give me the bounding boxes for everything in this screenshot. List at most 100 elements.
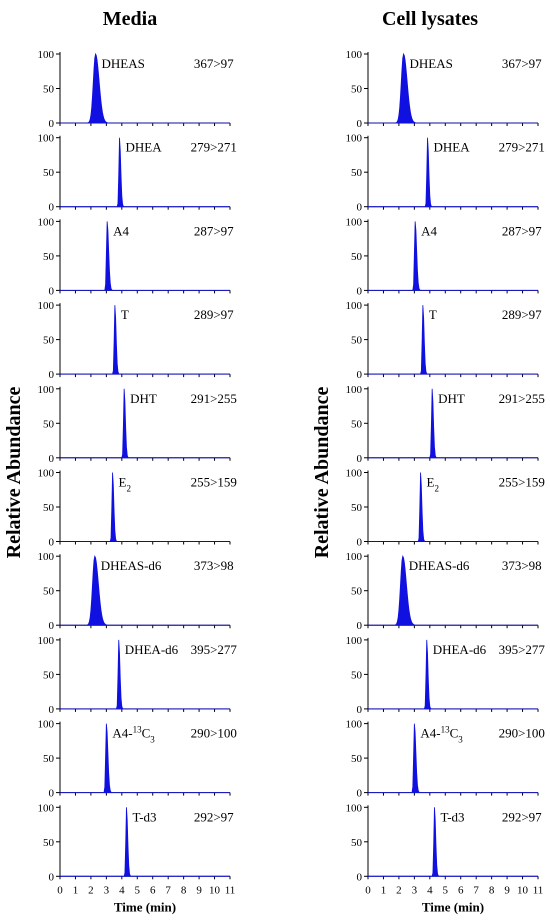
y-tick-label: 0 [49, 537, 55, 549]
trace-row: 0 50 100 DHEA 279>271 [38, 133, 237, 214]
y-tick-label: 100 [38, 216, 55, 228]
y-tick-label: 50 [43, 753, 55, 765]
peak-dhea-d6 [60, 639, 230, 710]
peak-a4 [368, 221, 538, 291]
y-tick-label: 0 [49, 118, 55, 130]
x-tick-label: 6 [458, 884, 464, 896]
trace-row: 0 50 100 T 289>97 [346, 300, 543, 381]
y-tick-label: 100 [346, 133, 363, 145]
trace-row: 0 50 100 T-d3 292>97 [38, 802, 235, 883]
peak-dht [368, 388, 538, 459]
x-tick-label: 7 [473, 884, 479, 896]
trace-row: 0 50 100 DHEA 279>271 [346, 133, 545, 214]
y-tick-label: 50 [43, 335, 55, 347]
compound-label: DHEAS [102, 56, 145, 71]
y-tick-label: 100 [346, 384, 363, 396]
transition-label: 291>255 [191, 391, 237, 406]
x-tick-label: 7 [165, 884, 171, 896]
x-tick-label: 11 [533, 884, 544, 896]
trace-row: 0 50 100 A4 287>97 [346, 216, 543, 297]
transition-label: 395>277 [499, 642, 546, 657]
y-tick-label: 0 [357, 704, 363, 716]
y-tick-label: 0 [49, 620, 55, 632]
transition-label: 289>97 [194, 307, 234, 322]
y-tick-label: 50 [43, 837, 55, 849]
compound-label: A4-13C3 [112, 725, 155, 745]
y-tick-label: 100 [346, 468, 363, 480]
compound-label: T-d3 [132, 809, 156, 824]
x-tick-label: 3 [104, 884, 110, 896]
compound-label: A4 [113, 223, 129, 238]
y-tick-label: 0 [357, 620, 363, 632]
peak-dheas [368, 52, 538, 124]
y-tick-label: 50 [351, 586, 363, 598]
trace-row: 0 50 100 A4 287>97 [38, 216, 235, 297]
y-tick-label: 100 [38, 802, 55, 814]
y-tick-label: 100 [346, 49, 363, 61]
y-tick-label: 50 [351, 167, 363, 179]
x-tick-label: 9 [504, 884, 510, 896]
y-tick-label: 50 [43, 84, 55, 96]
y-tick-label: 0 [357, 285, 363, 297]
y-tick-label: 50 [351, 418, 363, 430]
compound-label: DHEA-d6 [125, 642, 179, 657]
y-tick-label: 50 [43, 418, 55, 430]
peak-dheas [60, 52, 230, 124]
y-tick-label: 50 [43, 167, 55, 179]
trace-row: 0 50 100 DHEA-d6 395>277 [346, 635, 546, 716]
panel-title: Cell lysates [382, 8, 478, 30]
peak-t [60, 305, 230, 375]
trace-row: 0 50 100 DHEA-d6 395>277 [38, 635, 238, 716]
x-tick-label: 0 [365, 884, 371, 896]
y-tick-label: 50 [351, 84, 363, 96]
peak-a4- [60, 723, 230, 793]
transition-label: 287>97 [194, 223, 234, 238]
trace-row: 0 50 100 DHEAS 367>97 [346, 49, 543, 130]
peak-e [368, 472, 538, 542]
y-tick-label: 50 [43, 502, 55, 514]
y-tick-label: 50 [43, 251, 55, 263]
y-tick-label: 100 [346, 216, 363, 228]
trace-row: 0 50 100 DHEAS 367>97 [38, 49, 235, 130]
y-tick-label: 0 [49, 704, 55, 716]
transition-label: 367>97 [502, 56, 542, 71]
peak-a4- [368, 723, 538, 793]
y-tick-label: 50 [351, 837, 363, 849]
y-tick-label: 100 [346, 551, 363, 563]
compound-label: T-d3 [440, 809, 464, 824]
transition-label: 373>98 [502, 558, 542, 573]
panel-title: Media [103, 8, 157, 30]
compound-label: E2 [119, 475, 131, 494]
peak-a4 [60, 221, 230, 291]
x-tick-label: 11 [225, 884, 236, 896]
peak-dhea [368, 137, 538, 208]
trace-row: 0 50 100 T 289>97 [38, 300, 235, 381]
y-tick-label: 50 [351, 335, 363, 347]
y-tick-label: 0 [357, 871, 363, 883]
y-tick-label: 100 [38, 635, 55, 647]
peak-t-d3 [368, 807, 538, 877]
x-tick-label: 6 [150, 884, 156, 896]
y-axis-label: Relative Abundance [311, 387, 333, 559]
compound-label: DHEAS [410, 56, 453, 71]
x-tick-label: 2 [88, 884, 94, 896]
y-tick-label: 100 [38, 551, 55, 563]
y-tick-label: 100 [38, 384, 55, 396]
transition-label: 373>98 [194, 558, 234, 573]
y-tick-label: 50 [351, 502, 363, 514]
y-tick-label: 50 [43, 586, 55, 598]
y-tick-label: 0 [357, 202, 363, 214]
y-tick-label: 100 [346, 635, 363, 647]
compound-label: DHEAS-d6 [101, 558, 162, 573]
y-tick-label: 50 [351, 753, 363, 765]
y-tick-label: 0 [357, 453, 363, 465]
trace-row: 0 50 100 DHT 291>255 [38, 384, 237, 465]
y-tick-label: 0 [49, 285, 55, 297]
transition-label: 291>255 [499, 391, 545, 406]
x-tick-label: 10 [209, 884, 221, 896]
compound-label: T [429, 307, 437, 322]
x-tick-label: 8 [181, 884, 187, 896]
y-tick-label: 100 [38, 300, 55, 312]
peak-e [60, 472, 230, 542]
